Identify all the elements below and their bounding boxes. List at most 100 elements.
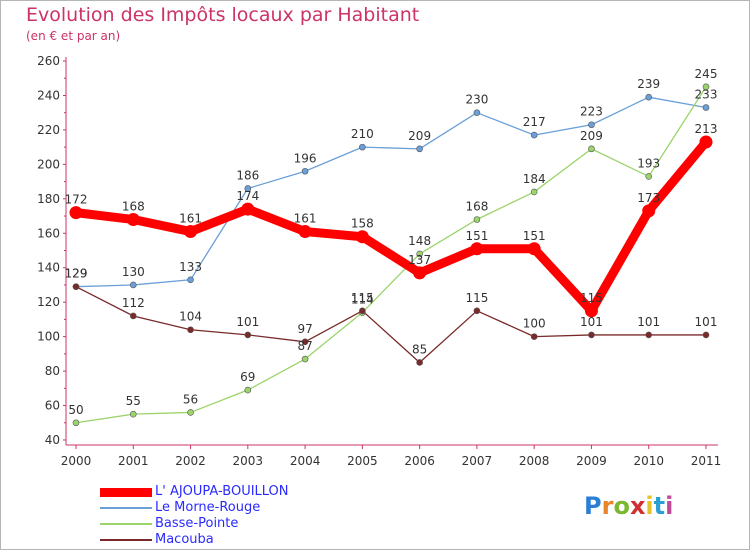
data-point-0 — [126, 212, 140, 226]
data-label-2: 184 — [523, 172, 546, 186]
y-tick-label: 40 — [45, 433, 60, 447]
chart-subtitle: (en € et par an) — [26, 29, 121, 43]
data-point-2 — [187, 409, 194, 416]
data-point-3 — [530, 333, 538, 340]
data-point-2 — [129, 410, 137, 418]
x-tick-label: 2007 — [462, 454, 493, 468]
data-point-0 — [241, 202, 255, 216]
x-tick-label: 2008 — [519, 454, 550, 468]
data-point-1 — [645, 93, 653, 101]
data-point-1 — [187, 276, 194, 284]
data-label-1: 129 — [65, 267, 88, 281]
data-point-2 — [588, 145, 595, 153]
data-point-0 — [69, 206, 83, 220]
data-label-3: 101 — [695, 315, 718, 329]
data-label-2: 87 — [297, 339, 312, 353]
data-point-2 — [72, 419, 80, 427]
data-label-3: 115 — [465, 291, 488, 305]
x-tick-label: 2011 — [691, 454, 722, 468]
data-point-3 — [702, 331, 710, 339]
data-label-2: 245 — [695, 67, 718, 81]
x-tick-label: 2005 — [347, 454, 378, 468]
data-label-3: 129 — [65, 267, 88, 281]
data-label-0: 173 — [637, 191, 660, 205]
data-point-0 — [699, 135, 713, 149]
legend-label: L' AJOUPA-BOUILLON — [155, 484, 289, 499]
legend-swatch — [100, 488, 152, 497]
data-point-0 — [413, 266, 427, 280]
series-line-0 — [71, 137, 711, 316]
chart-title: Evolution des Impôts locaux par Habitant — [26, 4, 420, 26]
data-label-3: 104 — [179, 310, 202, 324]
data-label-1: 233 — [695, 88, 718, 102]
data-label-0: 158 — [351, 217, 374, 231]
data-point-0 — [584, 304, 598, 318]
data-label-3: 101 — [236, 315, 259, 329]
data-label-1: 223 — [580, 105, 603, 119]
y-tick-label: 220 — [37, 123, 60, 137]
y-tick-label: 120 — [37, 295, 60, 309]
data-label-2: 209 — [580, 129, 603, 143]
data-label-2: 55 — [126, 394, 141, 408]
data-point-1 — [702, 104, 710, 111]
x-tick-label: 2000 — [61, 454, 92, 468]
data-point-0 — [642, 204, 656, 218]
data-label-1: 239 — [637, 77, 660, 91]
data-label-3: 100 — [523, 317, 546, 331]
data-point-2 — [645, 173, 653, 180]
data-point-0 — [527, 242, 541, 256]
legend-label: Macouba — [155, 532, 214, 547]
data-label-3: 101 — [580, 315, 603, 329]
y-tick-label: 160 — [37, 226, 60, 240]
data-label-1: 210 — [351, 127, 374, 141]
data-label-0: 168 — [122, 199, 145, 213]
y-tick-label: 200 — [37, 157, 60, 171]
legend-swatch — [100, 523, 152, 525]
data-point-1 — [244, 185, 252, 192]
data-point-3 — [129, 312, 137, 320]
data-label-2: 148 — [408, 234, 431, 248]
data-point-2 — [301, 355, 309, 363]
data-point-2 — [244, 386, 252, 394]
data-label-1: 130 — [122, 265, 145, 279]
data-point-0 — [184, 225, 198, 239]
data-point-3 — [72, 283, 80, 290]
data-point-3 — [588, 331, 595, 339]
data-label-2: 168 — [465, 199, 488, 213]
data-point-3 — [301, 338, 309, 346]
data-label-0: 161 — [294, 212, 317, 226]
data-point-1 — [129, 281, 137, 289]
data-label-1: 133 — [179, 260, 202, 274]
data-label-0: 213 — [695, 122, 718, 136]
data-point-1 — [359, 143, 366, 151]
legend-swatch — [100, 539, 152, 541]
series-line-3 — [75, 286, 707, 364]
data-label-1: 230 — [465, 93, 488, 107]
data-point-2 — [702, 83, 710, 91]
series-line-1 — [75, 96, 707, 288]
data-label-0: 174 — [236, 189, 259, 203]
data-label-2: 69 — [240, 370, 255, 384]
data-point-1 — [530, 131, 538, 139]
data-label-3: 112 — [122, 296, 145, 310]
data-label-1: 209 — [408, 129, 431, 143]
data-label-1: 196 — [294, 151, 317, 165]
data-label-2: 114 — [351, 293, 374, 307]
data-point-1 — [473, 109, 481, 116]
data-label-3: 115 — [351, 291, 374, 305]
data-label-3: 101 — [637, 315, 660, 329]
data-point-3 — [645, 331, 653, 339]
y-tick-label: 100 — [37, 330, 60, 344]
data-point-3 — [187, 326, 194, 334]
data-label-0: 151 — [523, 229, 546, 243]
legend-swatch — [100, 507, 152, 509]
y-tick-label: 80 — [45, 364, 60, 378]
data-label-0: 115 — [580, 291, 603, 305]
data-point-1 — [588, 121, 595, 129]
x-tick-label: 2006 — [404, 454, 435, 468]
data-point-3 — [416, 359, 423, 366]
data-point-2 — [530, 188, 538, 196]
legend-label: Le Morne-Rouge — [155, 500, 261, 515]
data-point-2 — [416, 250, 423, 258]
